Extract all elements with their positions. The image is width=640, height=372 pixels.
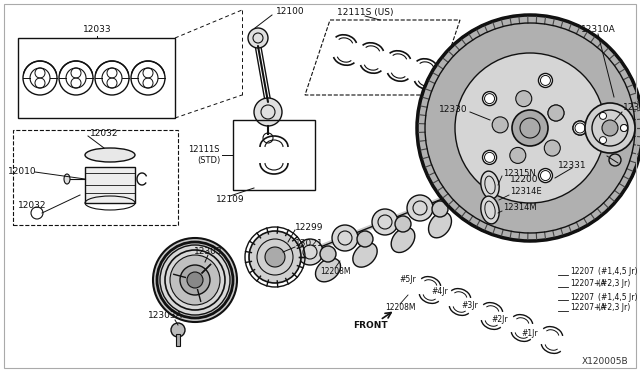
Circle shape	[483, 92, 497, 106]
Text: 12330: 12330	[440, 106, 468, 115]
Text: 12200: 12200	[510, 176, 538, 185]
Circle shape	[249, 231, 301, 283]
Circle shape	[432, 201, 448, 217]
Text: 12207+A: 12207+A	[570, 279, 605, 288]
Circle shape	[492, 117, 508, 133]
Bar	[233, 120, 315, 190]
Circle shape	[602, 120, 618, 136]
Circle shape	[170, 255, 220, 305]
Text: 12111S
(STD): 12111S (STD)	[189, 145, 220, 165]
Bar	[85, 167, 135, 203]
Bar	[13, 130, 178, 225]
Text: 12310A: 12310A	[580, 26, 616, 35]
Circle shape	[469, 186, 485, 202]
Ellipse shape	[466, 197, 488, 223]
Circle shape	[153, 238, 237, 322]
Text: #4Jr: #4Jr	[431, 288, 448, 296]
Text: 12299: 12299	[295, 222, 323, 231]
Circle shape	[455, 53, 605, 203]
Circle shape	[395, 216, 411, 232]
Text: 12100: 12100	[276, 7, 304, 16]
Text: 12033: 12033	[83, 26, 111, 35]
Circle shape	[512, 110, 548, 146]
Text: 12303A: 12303A	[148, 311, 182, 321]
Text: #1Jr: #1Jr	[522, 330, 538, 339]
Text: 12032: 12032	[90, 128, 118, 138]
Ellipse shape	[481, 196, 499, 224]
Text: 12010: 12010	[8, 167, 36, 176]
Circle shape	[573, 121, 587, 135]
Text: 12315N: 12315N	[503, 169, 536, 177]
Circle shape	[516, 91, 532, 107]
Circle shape	[160, 245, 230, 315]
Circle shape	[254, 98, 282, 126]
Circle shape	[585, 103, 635, 153]
Circle shape	[573, 121, 587, 135]
Circle shape	[600, 137, 607, 144]
Circle shape	[332, 225, 358, 251]
Text: 12207: 12207	[570, 292, 594, 301]
Circle shape	[609, 154, 621, 166]
Text: 13021: 13021	[295, 240, 324, 248]
Circle shape	[483, 150, 497, 164]
Text: 12314M: 12314M	[503, 203, 536, 212]
Text: (#2,3 Jr): (#2,3 Jr)	[598, 304, 630, 312]
Ellipse shape	[64, 174, 70, 184]
Bar	[176, 334, 180, 346]
Circle shape	[265, 247, 285, 267]
Text: 12303: 12303	[194, 247, 222, 257]
Circle shape	[548, 105, 564, 121]
Text: 12208M: 12208M	[320, 267, 350, 276]
Text: #5Jr: #5Jr	[399, 276, 416, 285]
Text: 12208M: 12208M	[385, 304, 415, 312]
Circle shape	[372, 209, 398, 235]
Circle shape	[187, 272, 203, 288]
Circle shape	[445, 180, 471, 206]
Text: (#2,3 Jr): (#2,3 Jr)	[598, 279, 630, 288]
Circle shape	[621, 125, 627, 131]
Text: 12207: 12207	[570, 267, 594, 276]
Text: 12032: 12032	[18, 202, 47, 211]
Circle shape	[357, 231, 373, 247]
Circle shape	[407, 195, 433, 221]
Circle shape	[510, 147, 526, 163]
Ellipse shape	[391, 228, 415, 253]
Text: FRONT: FRONT	[353, 321, 387, 330]
Circle shape	[544, 140, 560, 156]
Ellipse shape	[85, 148, 135, 162]
Text: #2Jr: #2Jr	[492, 315, 508, 324]
Text: 12314E: 12314E	[510, 187, 541, 196]
Circle shape	[171, 323, 185, 337]
Bar	[18, 38, 175, 118]
Text: X120005B: X120005B	[581, 357, 628, 366]
Circle shape	[248, 28, 268, 48]
Ellipse shape	[353, 243, 377, 267]
Circle shape	[538, 73, 552, 87]
Ellipse shape	[429, 212, 451, 238]
Ellipse shape	[316, 258, 340, 282]
Text: 12333: 12333	[623, 103, 640, 112]
Circle shape	[548, 105, 564, 121]
Circle shape	[320, 246, 336, 262]
Circle shape	[180, 265, 210, 295]
Text: (#1,4,5 Jr): (#1,4,5 Jr)	[598, 267, 637, 276]
Circle shape	[417, 15, 640, 241]
Text: #3Jr: #3Jr	[461, 301, 478, 311]
Circle shape	[600, 112, 607, 119]
Text: 12331: 12331	[557, 160, 586, 170]
Circle shape	[621, 125, 627, 131]
Ellipse shape	[481, 171, 499, 199]
Text: 12109: 12109	[216, 196, 244, 205]
Text: (#1,4,5 Jr): (#1,4,5 Jr)	[598, 292, 637, 301]
Text: 12207+A: 12207+A	[570, 304, 605, 312]
Circle shape	[538, 169, 552, 183]
Circle shape	[480, 165, 506, 191]
Text: 12111S (US): 12111S (US)	[337, 9, 393, 17]
Circle shape	[297, 239, 323, 265]
